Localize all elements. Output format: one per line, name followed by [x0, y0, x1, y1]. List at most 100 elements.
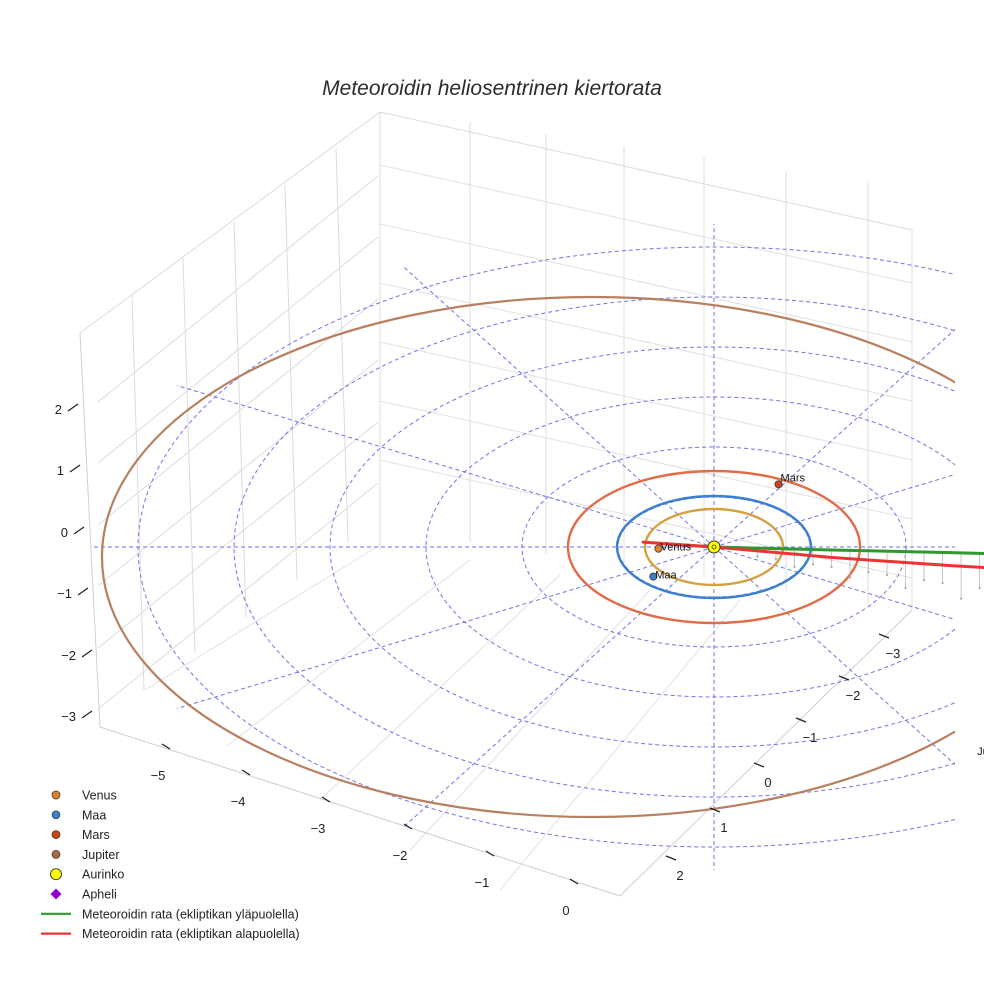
legend-label: Maa — [82, 808, 106, 822]
legend-item: Meteoroidin rata (ekliptikan yläpuolella… — [41, 907, 299, 921]
ecliptic-plane — [94, 224, 955, 870]
orbit-drop-lines — [756, 548, 981, 600]
planet-label-mars: Mars — [781, 472, 806, 484]
z-tick-mark — [81, 710, 93, 719]
drop-point — [867, 571, 870, 574]
x-tick-label: 0 — [562, 903, 569, 918]
legend: Venus Maa Mars Jupiter Aurinko Apheli Meteoroi… — [41, 789, 299, 941]
x-tick-mark — [485, 850, 495, 857]
drop-point — [904, 586, 907, 590]
grid-line — [97, 421, 379, 649]
grid-line — [144, 544, 381, 691]
planet-venus — [654, 544, 663, 553]
legend-item: Maa — [51, 808, 106, 822]
planet-maa — [649, 572, 658, 581]
legend-swatch — [51, 830, 61, 839]
z-tick-label: −3 — [61, 709, 76, 724]
z-tick-label: 1 — [57, 463, 64, 478]
bodies: Venus Maa Mars Jupiter — [649, 472, 984, 758]
reference-spoke — [176, 385, 715, 548]
y-tick-mark — [878, 633, 890, 639]
grid-line — [499, 599, 741, 891]
x-tick-label: −2 — [393, 848, 408, 863]
reference-spoke — [176, 546, 715, 709]
legend-item: Apheli — [50, 888, 117, 902]
grid-line — [97, 298, 379, 526]
grid-line — [335, 147, 349, 544]
ecliptic-plane-content — [94, 224, 955, 870]
legend-label: Meteoroidin rata (ekliptikan yläpuolella… — [82, 907, 299, 921]
x-tick-label: −3 — [311, 821, 326, 836]
y-tick-label: 0 — [764, 775, 771, 790]
reference-spoke — [713, 546, 955, 766]
y-tick-label: 2 — [676, 868, 683, 883]
legend-item: Meteoroidin rata (ekliptikan alapuolella… — [41, 927, 299, 941]
legend-label: Jupiter — [82, 848, 120, 862]
legend-swatch — [50, 888, 62, 900]
y-tick-mark — [753, 762, 765, 768]
grid-line — [233, 221, 247, 618]
z-tick-label: −2 — [61, 648, 76, 663]
y-tick-label: 1 — [720, 820, 727, 835]
y-tick-mark — [665, 855, 677, 861]
reference-spoke — [713, 473, 955, 548]
grid-line — [379, 459, 913, 579]
x-tick-mark — [321, 796, 331, 803]
x-tick-mark — [241, 769, 251, 776]
drop-point — [922, 579, 926, 582]
legend-swatch — [51, 810, 61, 820]
y-tick-label: −3 — [886, 646, 901, 661]
drop-point — [774, 557, 778, 561]
grid-line — [379, 164, 913, 284]
grid-line — [227, 559, 471, 746]
legend-item: Aurinko — [50, 868, 124, 882]
x-tick-label: −1 — [475, 875, 490, 890]
y-tick-mark — [838, 675, 850, 681]
grid-line — [97, 175, 379, 403]
legend-label: Apheli — [82, 888, 117, 902]
meteoroid-orbit — [641, 540, 984, 570]
grid-line — [97, 359, 379, 587]
y-tick-label: −1 — [803, 730, 818, 745]
legend-swatch — [51, 850, 61, 859]
pane-edge — [79, 332, 101, 728]
z-tick-mark — [77, 587, 89, 596]
grid-line — [379, 282, 913, 402]
reference-spoke — [403, 266, 715, 548]
drop-point — [848, 576, 852, 579]
legend-swatch — [51, 790, 61, 800]
legend-label: Meteoroidin rata (ekliptikan alapuolella… — [82, 927, 299, 941]
orbit-maa — [615, 494, 813, 600]
z-tick-mark — [69, 464, 81, 473]
z-tick-mark — [73, 526, 85, 535]
planet-label-venus: Venus — [661, 542, 692, 554]
y-tick-mark — [795, 717, 807, 723]
grid-line — [284, 184, 298, 581]
axis-ticks: −3 −2 −1 0 1 2 −5 −4 −3 −2 −1 0 −3 −2 −1 0 1 2 — [55, 402, 901, 918]
drop-point — [811, 563, 815, 566]
pane-edge — [619, 609, 913, 897]
orbit-venus — [643, 507, 785, 587]
grid-line — [379, 111, 913, 231]
grid-line — [97, 482, 379, 710]
y-tick-mark — [709, 807, 721, 813]
z-tick-mark — [81, 649, 93, 658]
reference-spoke — [713, 546, 955, 621]
drop-point — [959, 597, 963, 600]
legend-label: Mars — [82, 828, 110, 842]
drop-point — [756, 555, 759, 558]
grid-line — [182, 257, 196, 654]
planet-label-maa: Maa — [655, 570, 677, 582]
x-tick-mark — [403, 823, 413, 830]
z-tick-label: 2 — [55, 402, 62, 417]
axes-panes — [79, 111, 913, 897]
orbit-line-below — [641, 540, 984, 570]
grid-line — [379, 400, 913, 520]
planet-mars — [774, 480, 783, 489]
z-tick-label: −1 — [57, 586, 72, 601]
grid-line — [409, 589, 651, 851]
legend-label: Venus — [82, 789, 117, 803]
legend-item: Venus — [51, 789, 117, 803]
